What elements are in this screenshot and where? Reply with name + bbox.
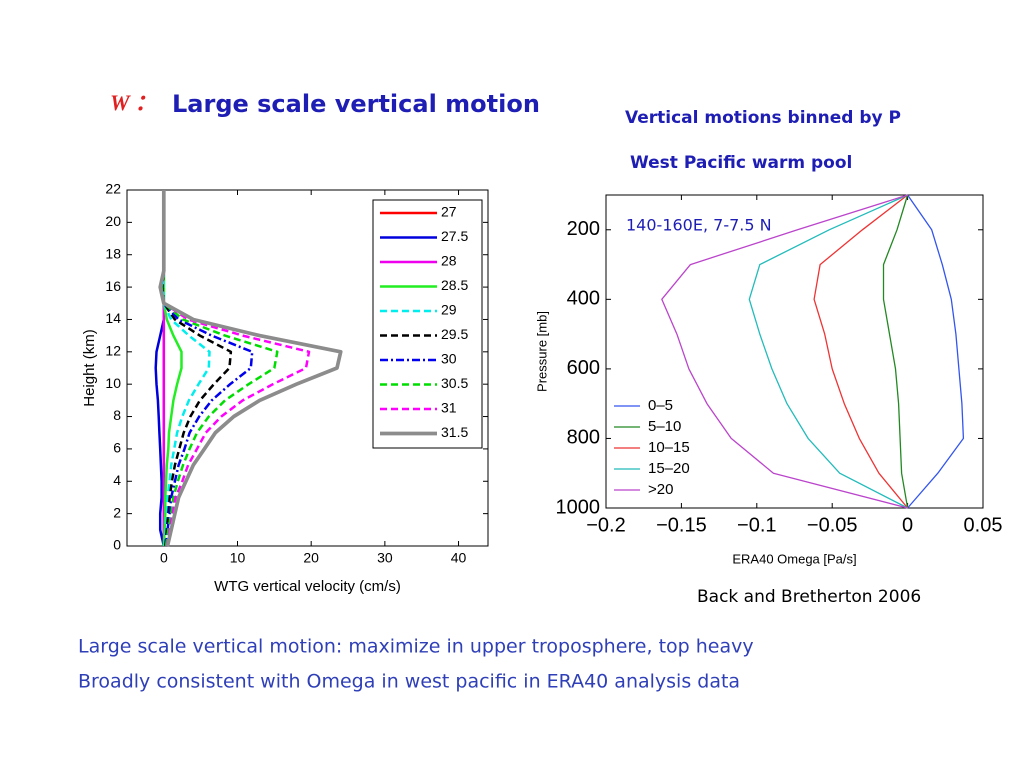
y-tick-label: 1000 — [556, 496, 601, 518]
data-line — [661, 194, 908, 509]
legend-label: 31 — [441, 400, 457, 416]
y-tick-label: 22 — [105, 181, 121, 197]
legend-label: 29.5 — [441, 326, 468, 342]
title-symbol: W ： — [110, 90, 157, 115]
chart-subtitle: West Pacific warm pool — [630, 153, 852, 173]
legend-label: 27 — [441, 204, 457, 220]
x-tick-label: 0.05 — [964, 514, 1003, 536]
x-tick-label: 20 — [303, 549, 319, 565]
legend-label: 30 — [441, 351, 457, 367]
x-tick-label: 10 — [230, 549, 246, 565]
data-line — [813, 194, 909, 509]
y-axis-label: Pressure [mb] — [534, 311, 549, 392]
y-tick-label: 12 — [105, 343, 121, 359]
y-tick-label: 200 — [567, 218, 600, 240]
x-tick-label: −0.2 — [586, 514, 625, 536]
legend-label: 27.5 — [441, 228, 468, 244]
note: Large scale vertical motion: maximize in… — [78, 636, 754, 658]
data-line — [158, 190, 343, 547]
x-tick-label: −0.1 — [737, 514, 776, 536]
y-tick-label: 6 — [113, 440, 121, 456]
y-tick-label: 18 — [105, 245, 121, 261]
y-tick-label: 2 — [113, 504, 121, 520]
y-tick-label: 10 — [105, 375, 121, 391]
x-tick-label: 30 — [377, 549, 393, 565]
y-tick-label: 16 — [105, 278, 121, 294]
slide-title: Large scale vertical motion — [172, 90, 540, 118]
x-tick-label: 40 — [451, 549, 467, 565]
x-tick-label: −0.15 — [656, 514, 707, 536]
x-axis-label: ERA40 Omega [Pa/s] — [732, 551, 856, 566]
y-tick-label: 400 — [567, 288, 600, 310]
y-tick-label: 4 — [113, 472, 121, 488]
x-tick-label: 0 — [902, 514, 913, 536]
y-tick-label: 800 — [567, 427, 600, 449]
y-tick-label: 0 — [113, 537, 121, 553]
y-tick-label: 8 — [113, 407, 121, 423]
legend-label: 31.5 — [441, 424, 468, 440]
legend-label: 28 — [441, 253, 457, 269]
legend-label: 10–15 — [648, 439, 690, 456]
y-axis-label: Height (km) — [81, 329, 98, 407]
data-line — [907, 194, 965, 509]
legend-label: 0–5 — [648, 397, 673, 414]
data-line — [160, 190, 279, 547]
legend-label: 30.5 — [441, 375, 468, 391]
y-tick-label: 600 — [567, 357, 600, 379]
x-tick-label: −0.05 — [807, 514, 858, 536]
note: Broadly consistent with Omega in west pa… — [78, 671, 740, 693]
data-line — [748, 194, 908, 509]
legend-label: 29 — [441, 302, 457, 318]
y-tick-label: 20 — [105, 213, 121, 229]
annotation: 140-160E, 7-7.5 N — [626, 216, 772, 235]
data-line — [882, 194, 909, 509]
x-axis-label: WTG vertical velocity (cm/s) — [214, 578, 401, 595]
legend-label: 5–10 — [648, 418, 681, 435]
x-tick-label: 0 — [160, 549, 168, 565]
legend-box — [372, 199, 483, 449]
chart-title: Vertical motions binned by P — [625, 108, 901, 128]
legend-label: >20 — [648, 481, 673, 498]
legend-label: 28.5 — [441, 277, 468, 293]
source: Back and Bretherton 2006 — [697, 587, 921, 607]
y-tick-label: 14 — [105, 310, 121, 326]
legend-label: 15–20 — [648, 460, 690, 477]
data-line — [161, 190, 233, 547]
